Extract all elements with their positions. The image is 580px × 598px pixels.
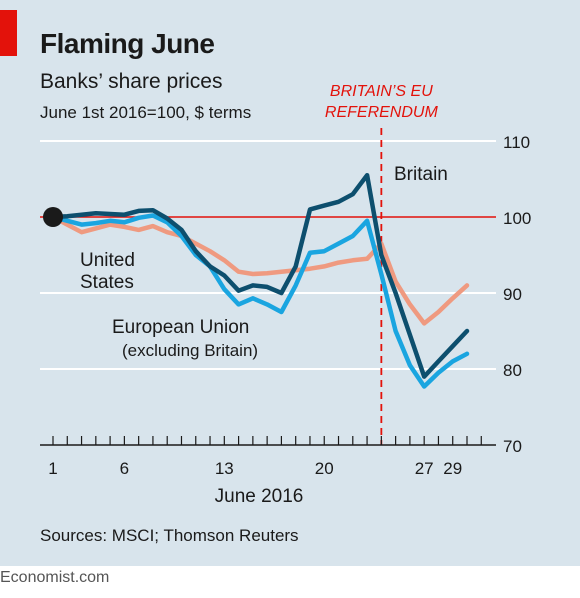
footer-brand: Economist.com — [0, 569, 110, 586]
y-tick-label: 90 — [503, 285, 522, 304]
chart-subtitle: Banks’ share prices — [40, 70, 223, 93]
series-line-britain — [50, 172, 470, 379]
x-tick-label: 27 — [415, 459, 434, 478]
source-note: Sources: MSCI; Thomson Reuters — [40, 526, 299, 545]
referendum-label: REFERENDUM — [325, 104, 439, 121]
x-tick-label: 29 — [443, 459, 462, 478]
label-european-union: European Union — [112, 317, 249, 338]
y-tick-label: 70 — [503, 437, 522, 456]
series-line-european-union — [50, 213, 470, 389]
referendum-label: BRITAIN’S EU — [330, 83, 433, 100]
start-point-marker — [43, 207, 63, 227]
x-axis: 1 6 13 20 27 29 June 2016 — [40, 436, 496, 507]
referendum-marker: BRITAIN’S EU REFERENDUM — [325, 83, 439, 445]
label-european-union-note: (excluding Britain) — [122, 341, 258, 360]
series-line-united-states — [50, 214, 470, 326]
chart-note: June 1st 2016=100, $ terms — [40, 103, 252, 122]
x-tick-label: 1 — [48, 459, 57, 478]
label-britain: Britain — [394, 164, 448, 185]
y-tick-label: 80 — [503, 361, 522, 380]
x-axis-label: June 2016 — [215, 486, 304, 507]
grid-lines: 70 80 90 100 110 — [40, 133, 531, 456]
y-tick-label: 110 — [503, 133, 530, 152]
y-tick-label: 100 — [503, 209, 531, 228]
x-tick-label: 6 — [120, 459, 129, 478]
label-united-states: States — [80, 272, 134, 293]
chart-panel — [0, 0, 580, 566]
series-lines — [43, 172, 470, 389]
x-tick-label: 20 — [315, 459, 334, 478]
chart-title: Flaming June — [40, 28, 215, 59]
brand-tab — [0, 10, 17, 56]
line-chart: 70 80 90 100 110 BRITAIN’S EU REFERENDUM 1 6 13… — [40, 83, 531, 507]
x-tick-label: 13 — [215, 459, 234, 478]
label-united-states: United — [80, 250, 135, 271]
